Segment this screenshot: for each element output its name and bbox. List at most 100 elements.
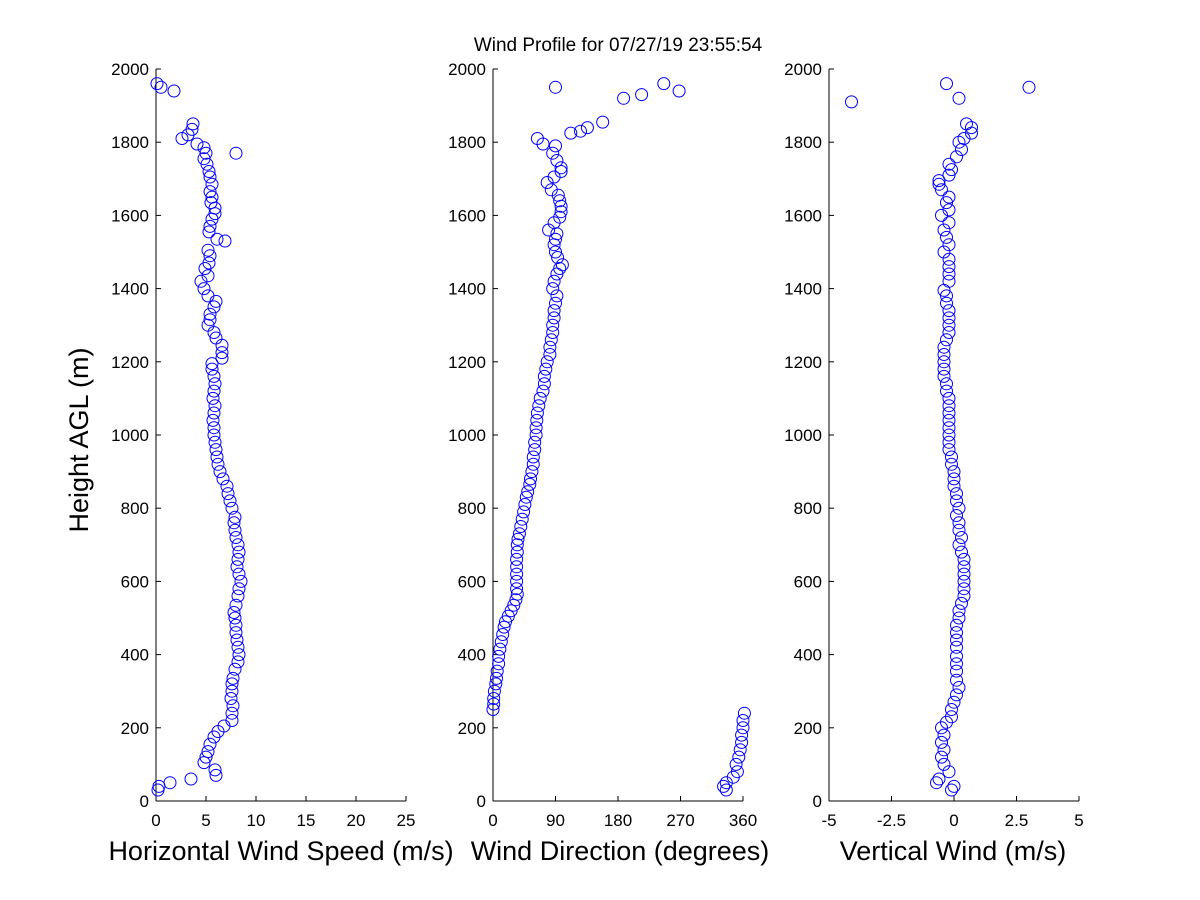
- data-point: [232, 648, 246, 662]
- data-point: [224, 692, 238, 705]
- data-point: [945, 457, 958, 471]
- data-point: [231, 655, 245, 669]
- y-tick-label: 1400: [784, 280, 822, 299]
- data-point: [554, 161, 568, 175]
- data-point: [937, 728, 951, 742]
- data-point: [937, 223, 951, 237]
- data-point: [733, 743, 747, 757]
- data-point: [229, 146, 243, 160]
- x-axis-label: Vertical Wind (m/s): [840, 836, 1067, 866]
- data-point: [203, 219, 217, 233]
- data-point: [942, 326, 956, 339]
- data-point: [942, 260, 956, 274]
- x-tick-label: 0: [151, 811, 160, 830]
- data-point: [940, 384, 953, 398]
- data-point: [932, 177, 946, 191]
- data-point: [543, 348, 557, 361]
- y-tick-label: 1000: [111, 426, 149, 445]
- data-point: [206, 413, 220, 427]
- data-point: [942, 238, 956, 252]
- data-point: [205, 357, 219, 371]
- data-point: [490, 664, 504, 678]
- data-point: [952, 501, 966, 515]
- data-point: [218, 234, 232, 248]
- data-point: [207, 384, 221, 398]
- data-point: [955, 545, 968, 559]
- data-point: [524, 472, 537, 486]
- y-tick-label: 800: [121, 499, 149, 518]
- data-point: [546, 282, 560, 296]
- data-point: [617, 91, 631, 105]
- data-point: [546, 318, 560, 332]
- data-point: [960, 117, 973, 131]
- data-point: [201, 318, 215, 332]
- data-point: [955, 596, 968, 610]
- y-tick-label: 2000: [111, 60, 149, 79]
- data-point: [950, 688, 963, 702]
- data-point: [942, 421, 956, 435]
- data-point: [580, 121, 594, 135]
- data-point: [596, 115, 610, 129]
- data-point: [199, 750, 213, 764]
- data-point: [213, 465, 227, 479]
- data-point: [526, 450, 540, 464]
- data-point: [197, 282, 211, 296]
- data-point: [231, 589, 245, 603]
- data-point: [942, 443, 956, 457]
- data-point: [950, 640, 963, 654]
- data-point: [223, 494, 237, 508]
- data-point: [208, 763, 222, 777]
- data-point: [957, 589, 971, 603]
- data-point: [221, 487, 235, 501]
- data-point: [514, 520, 528, 533]
- data-point: [203, 249, 217, 263]
- data-point: [230, 633, 244, 647]
- data-point: [937, 757, 951, 771]
- data-point: [486, 703, 500, 716]
- data-point: [231, 552, 245, 566]
- data-point: [225, 501, 239, 515]
- data-point: [942, 765, 956, 779]
- data-point: [229, 531, 243, 544]
- data-point: [942, 216, 956, 230]
- data-point: [547, 274, 561, 288]
- data-point: [228, 611, 242, 625]
- data-point: [957, 560, 971, 574]
- data-point: [550, 154, 564, 167]
- data-point: [510, 538, 524, 552]
- data-point: [942, 413, 956, 427]
- data-point: [672, 84, 686, 98]
- y-tick-label: 1000: [784, 426, 822, 445]
- data-point: [635, 88, 649, 102]
- data-point: [932, 174, 946, 188]
- data-point: [528, 435, 542, 449]
- data-point: [231, 640, 245, 654]
- data-point: [950, 494, 963, 508]
- x-tick-label: 270: [666, 811, 694, 830]
- data-point: [537, 377, 551, 391]
- data-point: [207, 428, 221, 442]
- data-point: [942, 157, 956, 171]
- data-point: [940, 77, 953, 91]
- data-point: [220, 479, 234, 493]
- data-point: [937, 348, 951, 361]
- data-point: [487, 684, 501, 698]
- series-markers: [486, 77, 751, 797]
- data-point: [225, 684, 239, 698]
- data-point: [519, 490, 533, 504]
- data-point: [719, 783, 733, 797]
- y-tick-label: 400: [794, 646, 822, 665]
- data-point: [205, 190, 219, 204]
- data-point: [530, 406, 544, 420]
- data-point: [1022, 80, 1036, 94]
- x-tick-label: 5: [1074, 811, 1083, 830]
- data-point: [203, 170, 217, 184]
- data-point: [952, 604, 966, 618]
- data-point: [950, 626, 963, 640]
- data-point: [937, 340, 951, 354]
- data-point: [521, 485, 535, 499]
- data-point: [540, 355, 554, 369]
- data-point: [228, 523, 242, 537]
